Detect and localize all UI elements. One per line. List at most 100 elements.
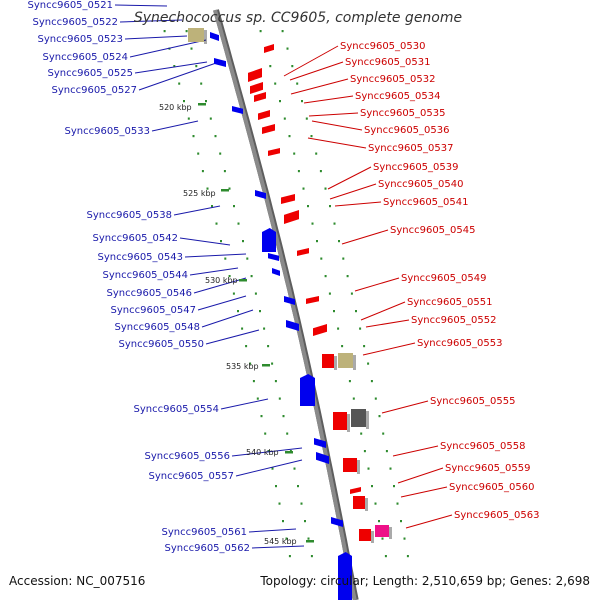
- gene-label-left: Syncc9605_0538: [87, 210, 173, 221]
- scale-tick: [239, 279, 247, 282]
- tick-dot: [370, 380, 373, 383]
- leader-line: [197, 295, 247, 311]
- gene-reverse: [258, 110, 270, 120]
- gene-forward: [214, 58, 226, 67]
- gene-features: [188, 28, 392, 600]
- tick-dot: [315, 152, 318, 155]
- gene-label-right: Syncc9605_0560: [449, 482, 535, 493]
- leader-line: [365, 319, 410, 328]
- gene-reverse-block-edge: [334, 356, 337, 370]
- tick-dot: [384, 555, 387, 558]
- gene-label-right: Syncc9605_0541: [383, 197, 469, 208]
- gene-label-left: Syncc9605_0544: [103, 270, 189, 281]
- gene-forward: [331, 517, 343, 527]
- scale-tick: [306, 540, 314, 543]
- tick-dot: [214, 135, 217, 138]
- tick-dot: [293, 152, 296, 155]
- scale-tick: [221, 189, 229, 192]
- tick-dot: [285, 537, 288, 540]
- gene-forward: [316, 452, 329, 464]
- tick-dot: [363, 345, 366, 348]
- tick-dot: [333, 222, 336, 225]
- tick-dot: [259, 310, 261, 313]
- gene-label-right: Syncc9605_0553: [417, 338, 503, 349]
- tick-dot: [329, 205, 331, 208]
- leader-line: [334, 201, 382, 207]
- gene-reverse: [350, 487, 361, 494]
- scale-label: 535 kbp: [226, 362, 259, 371]
- tick-dot: [393, 485, 395, 488]
- gene-reverse: [254, 92, 266, 102]
- backbone: [213, 9, 357, 600]
- gene-forward: [232, 106, 243, 114]
- tick-dot: [237, 222, 240, 225]
- tick-dot: [305, 117, 308, 120]
- tick-dot: [367, 362, 370, 365]
- leader-line: [381, 400, 429, 414]
- gene-reverse: [313, 324, 327, 336]
- gene-label-left: Syncc9605_0523: [38, 34, 124, 45]
- leader-line: [290, 78, 349, 95]
- tick-dot: [256, 397, 259, 400]
- tick-dot: [278, 502, 281, 505]
- leader-line: [114, 4, 168, 7]
- tick-dot: [267, 450, 270, 453]
- gene-label-left: Syncc9605_0543: [98, 252, 184, 263]
- gene-label-right: Syncc9605_0536: [364, 125, 450, 136]
- gene-other: [351, 409, 366, 427]
- gene-label-right: Syncc9605_0540: [378, 179, 464, 190]
- tick-dot: [300, 502, 303, 505]
- gene-label-left: Syncc9605_0546: [107, 288, 193, 299]
- leader-line: [124, 35, 188, 40]
- gene-label-right: Syncc9605_0539: [373, 162, 459, 173]
- tick-dot: [206, 187, 209, 190]
- gene-label-left: Syncc9605_0562: [165, 543, 251, 554]
- gene-label-right: Syncc9605_0549: [401, 273, 487, 284]
- leader-line: [400, 486, 448, 498]
- tick-dot: [219, 152, 222, 155]
- tick-dot: [320, 257, 323, 260]
- tick-dot: [304, 520, 306, 523]
- leader-line: [329, 183, 377, 200]
- gene-label-left: Syncc9605_0548: [115, 322, 201, 333]
- gene-label-right: Syncc9605_0559: [445, 463, 531, 474]
- gene-reverse-block: [353, 496, 365, 509]
- gene-reverse-block-edge: [371, 531, 374, 543]
- scale-label: 545 kbp: [264, 537, 297, 546]
- gene-forward-large: [300, 374, 315, 406]
- leader-line: [129, 39, 207, 58]
- tick-dot: [282, 415, 285, 418]
- tick-dot: [316, 240, 318, 243]
- gene-label-left: Syncc9605_0547: [111, 305, 197, 316]
- tick-dot: [163, 30, 166, 33]
- leader-line: [173, 205, 221, 216]
- tick-dot: [359, 327, 362, 330]
- gene-label-left: Syncc9605_0521: [28, 0, 114, 11]
- leader-line: [251, 545, 305, 549]
- tick-dot: [288, 555, 291, 558]
- tick-dot: [360, 432, 363, 435]
- leader-line: [179, 237, 231, 246]
- tick-dot: [337, 327, 340, 330]
- gene-hypothetical: [188, 28, 204, 42]
- gene-forward: [268, 253, 279, 261]
- tick-dot: [190, 47, 193, 50]
- gene-label-right: Syncc9605_0531: [345, 57, 431, 68]
- tick-dot: [389, 467, 392, 470]
- tick-dot: [328, 292, 331, 295]
- tick-dot: [271, 362, 274, 365]
- gene-hypothetical-edge: [204, 30, 207, 44]
- tick-dot: [348, 380, 351, 383]
- gene-reverse: [281, 194, 295, 204]
- tick-dot: [278, 397, 281, 400]
- gene-label-right: Syncc9605_0552: [411, 315, 497, 326]
- tick-dot: [178, 82, 181, 85]
- gene-forward-large: [338, 552, 352, 600]
- label-leader-lines: [114, 4, 453, 549]
- tick-dot: [185, 30, 188, 33]
- gene-label-left: Syncc9605_0533: [65, 126, 151, 137]
- gene-label-right: Syncc9605_0534: [355, 91, 441, 102]
- gene-label-right: Syncc9605_0558: [440, 441, 526, 452]
- tick-dot: [288, 135, 291, 138]
